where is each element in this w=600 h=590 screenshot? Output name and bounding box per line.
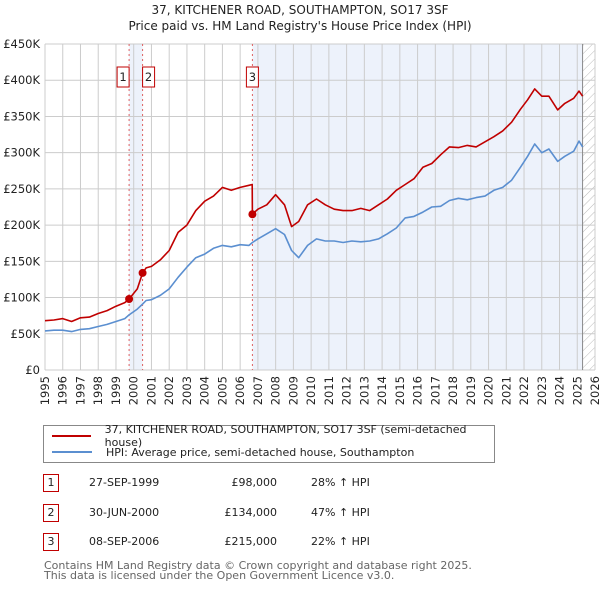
x-tick-label: 2006 [233,376,247,405]
x-tick-label: 2000 [127,376,141,405]
shaded-range [129,44,143,370]
y-tick-label: £50K [11,327,41,341]
chart-legend: 37, KITCHENER ROAD, SOUTHAMPTON, SO17 3S… [43,423,495,463]
x-tick-label: 1995 [38,376,52,405]
chart-subtitle: Price paid vs. HM Land Registry's House … [128,19,472,33]
x-tick-label: 1997 [73,376,87,405]
x-tick-label: 1998 [91,376,105,405]
sale-number-marker: 2 [142,66,156,88]
x-tick-label: 2012 [340,376,354,405]
sale-number-marker: 1 [116,66,130,88]
x-tick-label: 2010 [304,376,318,405]
sale-number-label: 1 [119,70,126,84]
footer-licence: This data is licensed under the Open Gov… [44,569,395,582]
y-tick-label: £200K [3,218,40,232]
sale-number-box [142,66,156,88]
y-tick-label: £250K [3,182,40,196]
x-tick-label: 1996 [56,376,70,405]
hpi-line [44,140,584,333]
sale-date: 08-SEP-2006 [89,535,160,548]
legend-label: HPI: Average price, semi-detached house,… [106,445,415,459]
y-tick-label: £300K [3,146,40,160]
x-tick-label: 1999 [109,376,123,405]
sale-date: 27-SEP-1999 [89,476,160,489]
sale-point [248,210,257,219]
y-tick-label: £150K [3,254,40,268]
chart-title: 37, KITCHENER ROAD, SOUTHAMPTON, SO17 3S… [151,3,449,17]
sale-number-badge: 3 [43,533,59,551]
x-tick-label: 2019 [464,376,478,405]
x-tick-label: 2020 [482,376,496,405]
x-tick-label: 2016 [411,376,425,405]
x-tick-label: 2021 [499,376,513,405]
sale-date: 30-JUN-2000 [89,506,160,519]
y-tick-label: £0 [25,363,40,377]
legend-label: 37, KITCHENER ROAD, SOUTHAMPTON, SO17 3S… [104,423,467,449]
x-tick-label: 2004 [198,376,212,405]
sale-number-badge: 2 [43,504,59,522]
y-tick-label: £400K [3,73,40,87]
x-tick-label: 2005 [215,376,229,405]
x-tick-label: 2008 [269,376,283,405]
sale-hpi-change: 47% ↑ HPI [311,506,370,519]
legend-item-price-paid: 37, KITCHENER ROAD, SOUTHAMPTON, SO17 3S… [52,423,494,449]
legend-swatch-hpi [52,451,92,453]
sale-number-box [245,66,259,88]
x-tick-label: 2007 [251,376,265,405]
footer-copyright: Contains HM Land Registry data © Crown c… [44,559,472,572]
x-tick-label: 2026 [588,376,600,405]
x-tick-label: 2023 [535,376,549,405]
sale-number-marker: 3 [245,66,259,88]
y-tick-label: £350K [3,109,40,123]
y-tick-label: £100K [3,291,40,305]
x-tick-label: 2001 [144,376,158,405]
sale-point [125,295,134,304]
x-tick-label: 2013 [357,376,371,405]
x-tick-label: 2017 [428,376,442,405]
x-tick-label: 2009 [286,376,300,405]
x-tick-label: 2024 [553,376,567,405]
legend-swatch-price-paid [52,435,91,437]
x-tick-label: 2002 [162,376,176,405]
sale-hpi-change: 28% ↑ HPI [311,476,370,489]
y-tick-label: £450K [3,37,40,51]
x-tick-label: 2015 [393,376,407,405]
legend-item-hpi: HPI: Average price, semi-detached house,… [52,444,414,460]
sale-number-label: 3 [249,70,256,84]
sale-price: £98,000 [231,476,278,489]
x-tick-label: 2011 [322,376,336,405]
forecast-hatch [582,44,595,370]
sale-number-box [116,66,130,88]
x-tick-label: 2022 [517,376,531,405]
sale-point [138,268,147,277]
sale-number-label: 2 [145,70,152,84]
x-tick-label: 2025 [570,376,584,405]
x-tick-label: 2003 [180,376,194,405]
price-paid-line [44,88,584,323]
sale-price: £215,000 [224,535,278,548]
sale-number-badge: 1 [43,474,59,492]
x-tick-label: 2018 [446,376,460,405]
sale-hpi-change: 22% ↑ HPI [311,535,370,548]
footer: Contains HM Land Registry data © Crown c… [44,559,472,582]
price-chart: 1 2 3 £0 £50K £100K £150K £200K £250K £300K £350K… [3,37,600,405]
sale-price: £134,000 [224,506,278,519]
x-tick-label: 2014 [375,376,389,405]
